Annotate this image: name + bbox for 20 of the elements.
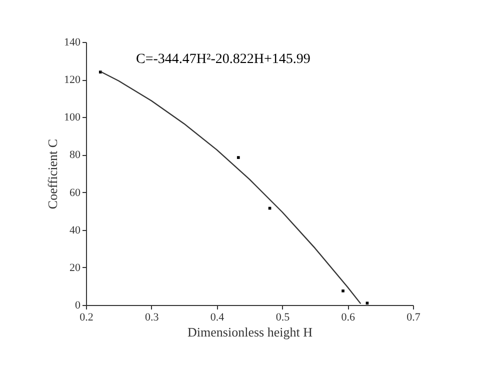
y-tick-label: 60 (70, 186, 81, 199)
y-tick-label: 20 (70, 262, 81, 274)
y-tick-label: 100 (64, 112, 81, 124)
y-axis-title: Coefficient C (45, 138, 60, 210)
point (342, 289, 344, 292)
y-tick-label: 140 (64, 36, 81, 48)
x-tick-label: 0.4 (210, 312, 225, 324)
x-axis-title: Dimensionless height H (188, 324, 312, 340)
point (366, 302, 369, 305)
annotation: C=-344.47H²-20.822H+145.99 (136, 52, 310, 67)
y-tick-label: 0 (75, 300, 81, 312)
x-tick-label: 0.6 (341, 312, 356, 324)
x-tick-label: 0.5 (276, 312, 290, 324)
y-tick-label: 120 (64, 74, 81, 86)
y-tick-label: 40 (70, 224, 81, 236)
x-tick-label: 0.2 (80, 312, 94, 324)
point (236, 156, 240, 159)
x-tick-label: 0.3 (145, 312, 160, 324)
y-tick-label: 80 (70, 149, 81, 162)
x-tick-label: 0.7 (406, 312, 421, 324)
